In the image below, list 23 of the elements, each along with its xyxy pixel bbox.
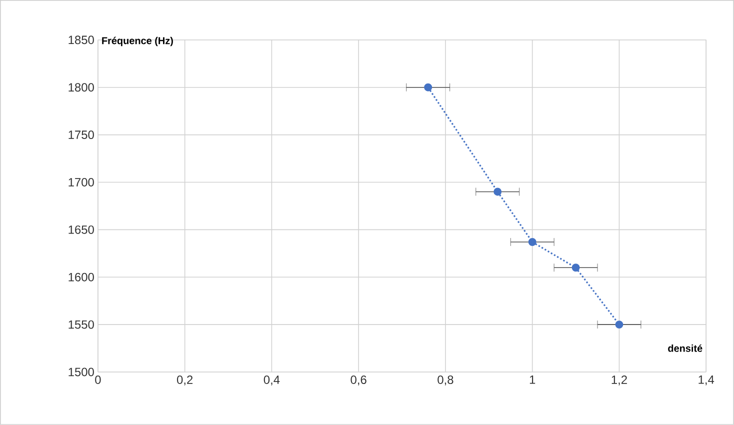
point <box>424 83 432 92</box>
point <box>572 264 580 272</box>
point <box>615 320 624 329</box>
point <box>494 188 502 196</box>
x-tick-label: 0,4 <box>264 376 280 386</box>
y-tick-label: 1650 <box>68 225 94 234</box>
y-tick-label: 1500 <box>68 368 94 376</box>
y-tick-label: 1800 <box>68 83 94 92</box>
y-tick-label: 1850 <box>68 36 94 44</box>
x-axis-title: densité <box>668 344 702 352</box>
y-tick-label: 1600 <box>68 272 94 282</box>
x-tick-label: 0,6 <box>350 376 366 386</box>
x-tick-label: 1,4 <box>698 376 714 386</box>
x-tick-label: 1,2 <box>612 376 627 386</box>
x-tick-label: 0,8 <box>438 376 454 386</box>
y-tick-label: 1550 <box>68 320 94 329</box>
x-tick-label: 0,2 <box>176 376 193 386</box>
point <box>528 238 536 246</box>
x-tick-label: 1 <box>530 376 536 384</box>
y-tick-label: 1750 <box>68 130 94 140</box>
x-tick-label: 0 <box>95 376 101 384</box>
y-axis-title: Fréquence (Hz) <box>102 36 173 46</box>
y-tick-label: 1700 <box>68 178 94 187</box>
